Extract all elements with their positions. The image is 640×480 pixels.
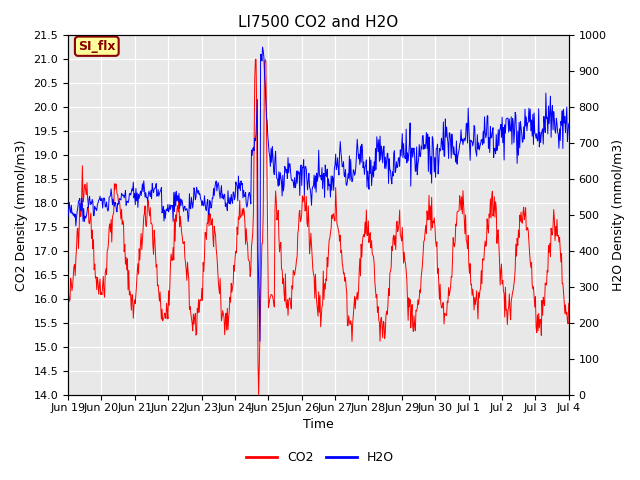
Y-axis label: H2O Density (mmol/m3): H2O Density (mmol/m3): [612, 139, 625, 291]
X-axis label: Time: Time: [303, 419, 333, 432]
Title: LI7500 CO2 and H2O: LI7500 CO2 and H2O: [238, 15, 399, 30]
Text: SI_flx: SI_flx: [78, 40, 116, 53]
Legend: CO2, H2O: CO2, H2O: [241, 446, 399, 469]
Y-axis label: CO2 Density (mmol/m3): CO2 Density (mmol/m3): [15, 140, 28, 291]
